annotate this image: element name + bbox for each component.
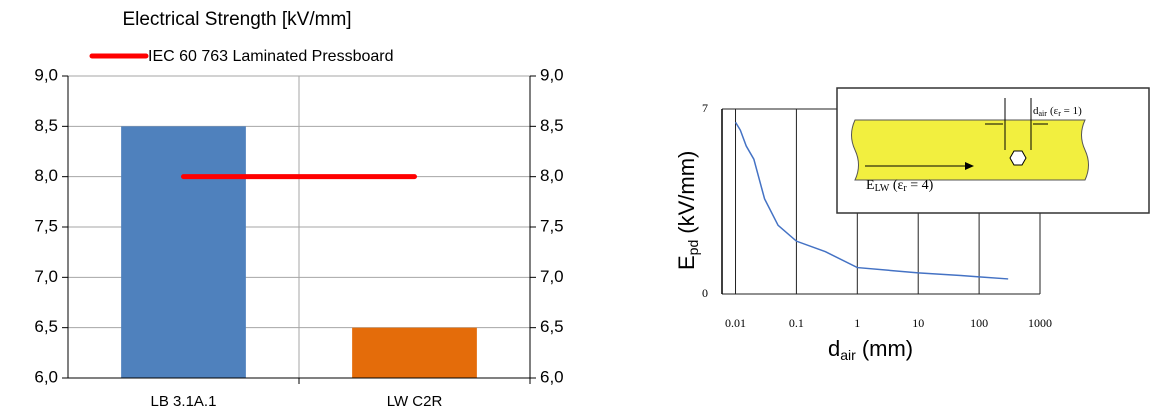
y2-tick-label: 9,0 (540, 65, 564, 84)
y-tick-label: 8,0 (34, 166, 58, 185)
inset-layer (852, 120, 1089, 180)
y-tick-label: 7,0 (34, 267, 58, 286)
x-tick-label: 1000 (1028, 316, 1052, 330)
chart-title: Electrical Strength [kV/mm] (122, 9, 351, 30)
y2-tick-label: 6,0 (540, 367, 564, 386)
chart: Electrical Strength [kV/mm] IEC 60 763 L… (0, 0, 1150, 414)
x-tick-label: 1 (854, 316, 860, 330)
y-tick-label: 6,5 (34, 317, 58, 336)
bar (121, 126, 246, 378)
y2-tick-label: 7,0 (540, 267, 564, 286)
legend-label: IEC 60 763 Laminated Pressboard (148, 48, 393, 65)
x-tick-label: 10 (912, 316, 924, 330)
x-tick-label: LW C2R (387, 393, 443, 410)
y-tick-label: 9,0 (34, 65, 58, 84)
y2-tick-label: 6,5 (540, 317, 564, 336)
y-tick-label: 7,5 (34, 216, 58, 235)
y2-tick-label: 7,5 (540, 216, 564, 235)
x-axis-label: dair(mm) (828, 336, 913, 363)
y-tick-label: 7 (702, 101, 708, 115)
y-tick-label: 8,5 (34, 116, 58, 135)
inset-void (1010, 151, 1026, 165)
x-tick-label: 0.1 (789, 316, 804, 330)
x-tick-label: 0.01 (725, 316, 746, 330)
bar (352, 328, 477, 378)
x-tick-label: 100 (970, 316, 988, 330)
y-axis-label: Epd(kV/mm) (674, 151, 701, 270)
y2-tick-label: 8,0 (540, 166, 564, 185)
y-tick-label: 0 (702, 286, 708, 300)
y-tick-label: 6,0 (34, 367, 58, 386)
y2-tick-label: 8,5 (540, 116, 564, 135)
x-tick-label: LB 3.1A.1 (151, 393, 217, 410)
